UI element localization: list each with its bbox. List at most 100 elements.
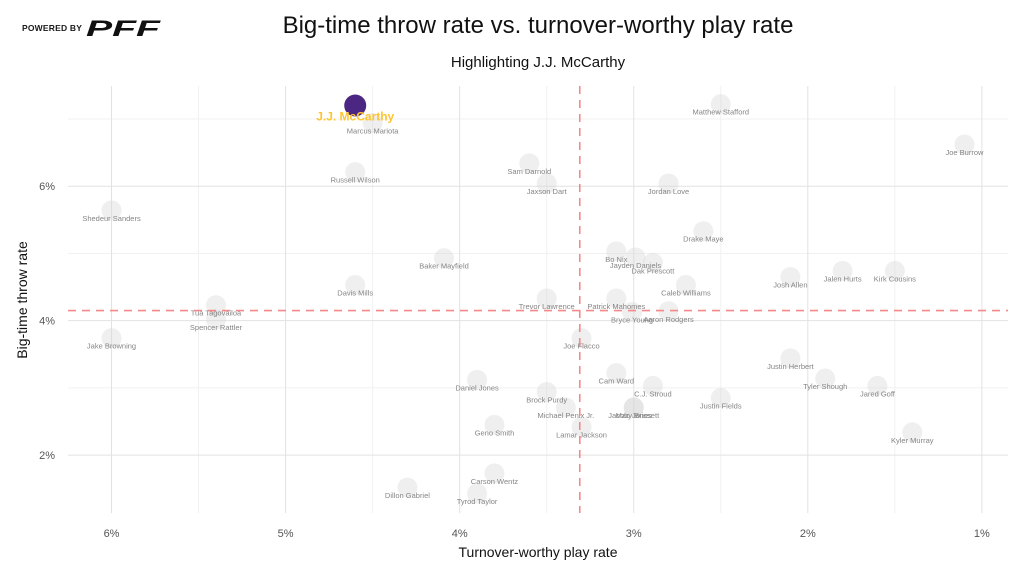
player-point <box>902 422 923 443</box>
pff-logo: PFF <box>86 16 161 41</box>
player-point <box>832 260 853 281</box>
player-point <box>536 381 557 402</box>
player-label: Matthew Stafford <box>692 108 749 117</box>
player-label: Tua Tagovailoa <box>191 309 242 318</box>
player-point <box>571 416 592 437</box>
player-point <box>606 363 627 384</box>
x-tick-label: 6% <box>104 528 120 540</box>
player-point <box>397 477 418 498</box>
player-label: Aaron Rodgers <box>643 315 694 324</box>
y-axis-ticks: 6% 4% 2% <box>39 181 55 462</box>
x-axis-ticks: 6% 5% 4% 3% 2% 1% <box>104 528 990 540</box>
player-label: Michael Penix Jr. <box>538 411 595 420</box>
player-point <box>467 483 488 504</box>
player-point <box>867 375 888 396</box>
player-label: Sam Darnold <box>507 167 551 176</box>
powered-by-text: POWERED BY <box>22 23 82 33</box>
x-tick-label: 5% <box>278 528 294 540</box>
player-label: Spencer Rattler <box>190 323 243 332</box>
player-point <box>205 309 226 330</box>
player-point <box>101 200 122 221</box>
highlighted-player: J.J. McCarthy <box>316 94 395 124</box>
player-point <box>623 397 644 418</box>
player-point <box>571 328 592 349</box>
player-point <box>693 221 714 242</box>
player-point <box>467 369 488 390</box>
player-points <box>101 94 975 504</box>
player-point <box>555 397 576 418</box>
player-point <box>519 153 540 174</box>
player-label: Jaxson Dart <box>527 187 568 196</box>
player-label: Caleb Williams <box>661 289 711 298</box>
player-label: C.J. Stroud <box>634 389 672 398</box>
gridlines <box>68 86 1008 513</box>
player-labels: Marcus Mariota Russell Wilson Shedeur Sand… <box>82 108 984 506</box>
player-label: Mac Jones <box>616 411 653 420</box>
player-label: Trevor Lawrence <box>519 302 575 311</box>
player-label: Jacoby Brissett <box>608 411 660 420</box>
player-label: Drake Maye <box>683 235 723 244</box>
player-point <box>642 375 663 396</box>
player-label: Joe Burrow <box>946 148 985 157</box>
player-point <box>780 348 801 369</box>
player-label: Justin Herbert <box>767 362 815 371</box>
player-label: Patrick Mahomes <box>587 302 645 311</box>
player-label: Tyrod Taylor <box>457 497 498 506</box>
player-label: Dillon Gabriel <box>385 491 430 500</box>
player-label: Tyler Shough <box>803 382 847 391</box>
player-label: Jake Browning <box>87 342 136 351</box>
player-point <box>710 388 731 409</box>
y-tick-label: 4% <box>39 316 55 328</box>
player-label: Josh Allen <box>773 280 807 289</box>
x-tick-label: 2% <box>800 528 816 540</box>
player-label: Jayden Daniels <box>610 261 662 270</box>
player-point <box>642 252 663 273</box>
player-point <box>780 266 801 287</box>
reference-lines <box>68 86 1008 513</box>
x-axis-title: Turnover-worthy play rate <box>459 544 618 560</box>
player-point <box>434 248 454 269</box>
player-label: Bryce Young <box>611 315 653 324</box>
player-point <box>954 134 975 155</box>
player-label: Jalen Hurts <box>824 274 862 283</box>
player-point <box>606 241 627 262</box>
x-tick-label: 4% <box>452 528 468 540</box>
player-label: Cam Ward <box>599 377 635 386</box>
player-label: Carson Wentz <box>471 477 519 486</box>
y-axis-title: Big-time throw rate <box>14 241 30 359</box>
player-point <box>362 112 383 133</box>
player-label: Davis Mills <box>337 289 373 298</box>
player-point <box>625 247 646 268</box>
player-point <box>815 368 836 389</box>
player-label: Baker Mayfield <box>419 262 469 271</box>
x-tick-label: 1% <box>974 528 990 540</box>
chart-title: Big-time throw rate vs. turnover-worthy … <box>283 12 794 39</box>
chart-subtitle: Highlighting J.J. McCarthy <box>451 54 626 71</box>
player-label: Shedeur Sanders <box>82 214 141 223</box>
player-point <box>101 328 122 349</box>
player-point <box>622 301 642 322</box>
player-point <box>658 173 679 194</box>
highlight-point <box>344 94 367 117</box>
player-point <box>658 301 679 322</box>
player-label: Jared Goff <box>860 389 896 398</box>
player-point <box>606 288 627 309</box>
player-label: Jordan Love <box>648 187 689 196</box>
x-tick-label: 3% <box>626 528 642 540</box>
player-label: Justin Fields <box>700 402 742 411</box>
player-label: Brock Purdy <box>526 395 567 404</box>
y-tick-label: 6% <box>39 181 55 193</box>
player-label: Geno Smith <box>475 428 515 437</box>
player-label: Joe Flacco <box>563 342 599 351</box>
player-label: Kirk Cousins <box>874 274 916 283</box>
player-label: Daniel Jones <box>455 383 499 392</box>
player-point <box>710 94 731 115</box>
player-point <box>484 463 505 484</box>
player-point <box>345 162 366 183</box>
player-label: Dak Prescott <box>631 266 675 275</box>
player-point <box>484 414 505 435</box>
player-label: Marcus Mariota <box>347 126 400 135</box>
player-point <box>675 275 696 296</box>
player-point <box>623 397 644 418</box>
